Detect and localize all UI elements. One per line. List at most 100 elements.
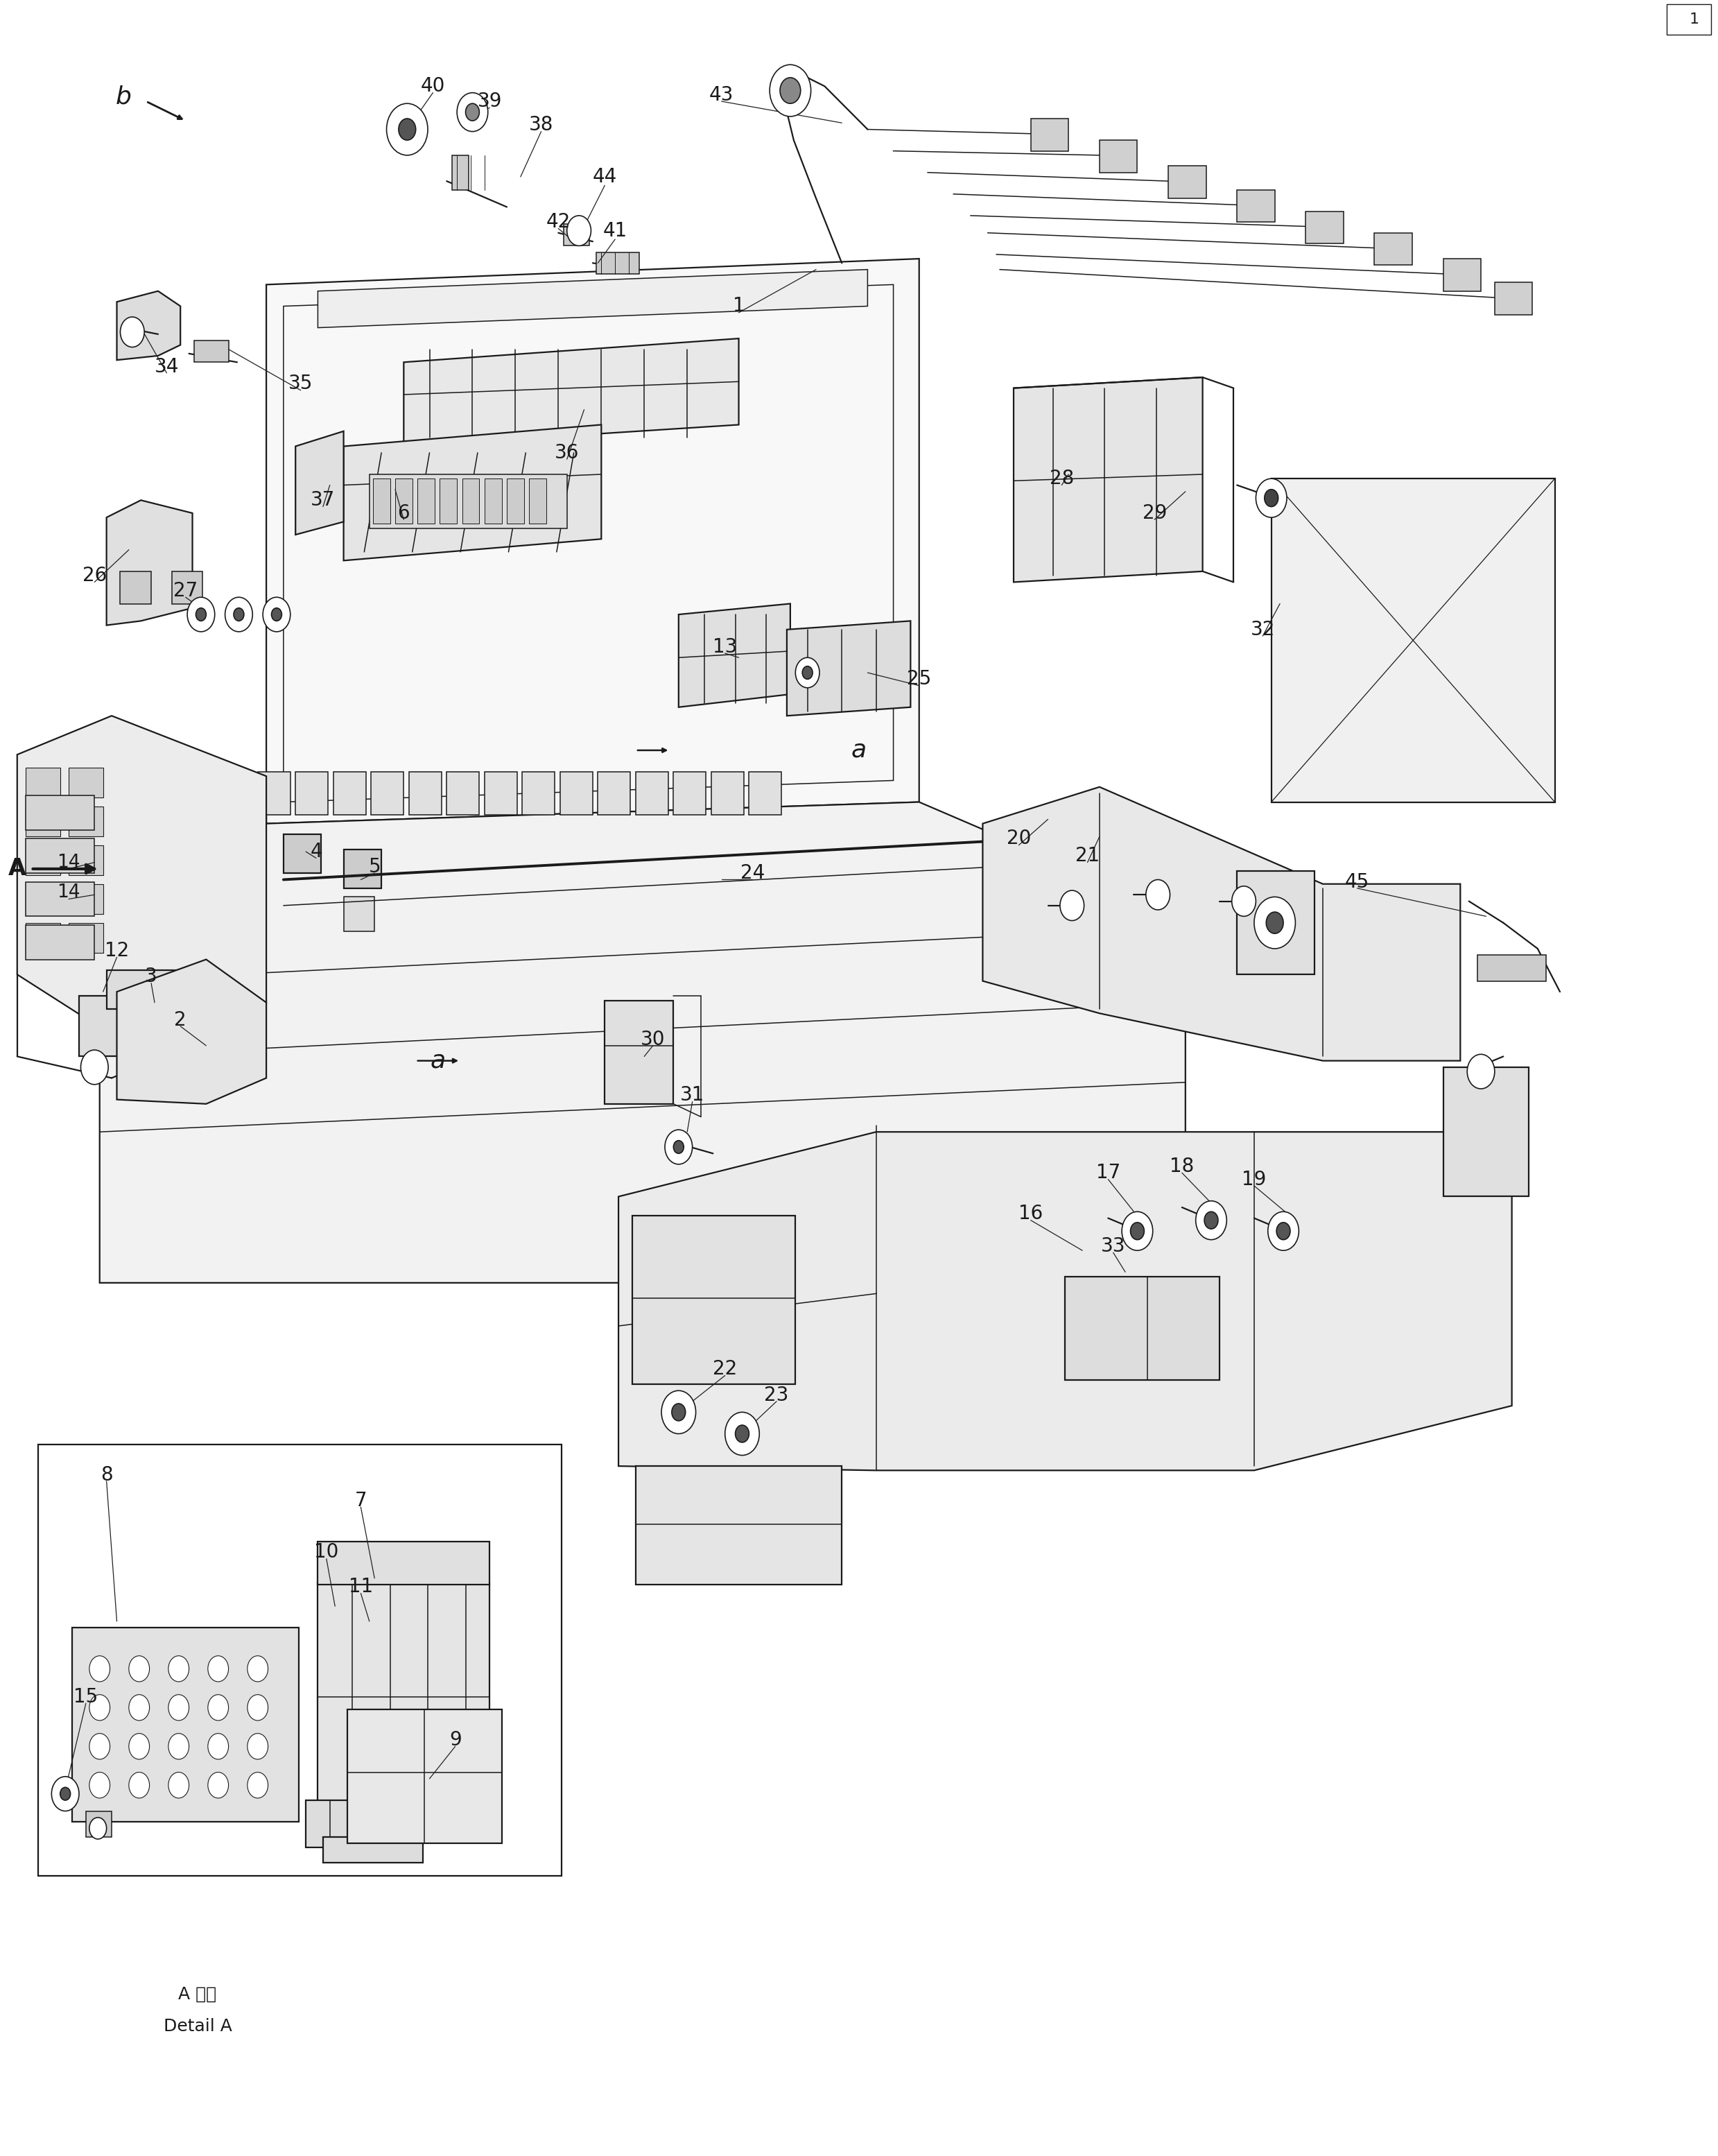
Circle shape bbox=[129, 1695, 149, 1720]
Circle shape bbox=[225, 597, 253, 632]
Text: 23: 23 bbox=[765, 1384, 789, 1406]
Circle shape bbox=[672, 1404, 685, 1421]
Bar bbox=[69, 768, 103, 798]
Circle shape bbox=[129, 1772, 149, 1798]
Bar bbox=[1477, 955, 1546, 981]
Bar bbox=[598, 772, 631, 815]
Text: a: a bbox=[852, 740, 866, 761]
Circle shape bbox=[1130, 1222, 1144, 1240]
Circle shape bbox=[89, 1656, 110, 1682]
Bar bbox=[69, 923, 103, 953]
Circle shape bbox=[247, 1733, 268, 1759]
Text: 43: 43 bbox=[710, 84, 734, 106]
Polygon shape bbox=[983, 787, 1460, 1061]
Bar bbox=[26, 796, 94, 830]
Circle shape bbox=[1254, 897, 1295, 949]
Circle shape bbox=[89, 1733, 110, 1759]
Bar bbox=[1306, 211, 1343, 244]
Text: 39: 39 bbox=[478, 91, 502, 112]
Circle shape bbox=[168, 1772, 189, 1798]
Text: 27: 27 bbox=[174, 580, 198, 602]
Bar bbox=[711, 772, 744, 815]
Bar bbox=[1374, 233, 1412, 265]
Bar bbox=[1237, 190, 1275, 222]
Bar bbox=[1065, 1276, 1220, 1380]
Polygon shape bbox=[679, 604, 790, 707]
Text: A 詳細: A 詳細 bbox=[179, 1986, 216, 2003]
Bar bbox=[347, 1710, 502, 1843]
Polygon shape bbox=[1014, 377, 1203, 582]
Text: 14: 14 bbox=[57, 854, 81, 871]
Bar bbox=[86, 1811, 112, 1837]
Text: 16: 16 bbox=[1019, 1203, 1043, 1225]
Bar bbox=[564, 224, 589, 246]
Bar bbox=[1666, 4, 1711, 34]
Bar bbox=[369, 474, 567, 528]
Bar bbox=[371, 772, 404, 815]
Text: 25: 25 bbox=[907, 668, 931, 690]
Polygon shape bbox=[107, 500, 192, 625]
Bar bbox=[1168, 166, 1206, 198]
Bar bbox=[38, 1445, 562, 1876]
Bar bbox=[395, 479, 412, 524]
Text: b: b bbox=[115, 86, 132, 108]
Bar bbox=[452, 155, 469, 190]
Circle shape bbox=[168, 1695, 189, 1720]
Bar bbox=[1237, 871, 1314, 975]
Circle shape bbox=[673, 1141, 684, 1153]
Bar bbox=[1495, 282, 1532, 315]
Circle shape bbox=[802, 666, 813, 679]
Circle shape bbox=[387, 103, 428, 155]
Bar bbox=[1271, 479, 1555, 802]
Text: A: A bbox=[9, 858, 26, 880]
Text: 26: 26 bbox=[82, 565, 107, 586]
Text: 38: 38 bbox=[529, 114, 553, 136]
Text: 8: 8 bbox=[100, 1464, 113, 1485]
Text: 32: 32 bbox=[1251, 619, 1275, 640]
Bar bbox=[596, 252, 639, 274]
Text: 2: 2 bbox=[174, 1009, 187, 1031]
Bar bbox=[120, 571, 151, 604]
Text: 1: 1 bbox=[732, 295, 746, 317]
Text: 44: 44 bbox=[593, 166, 617, 188]
Bar bbox=[26, 768, 60, 798]
Bar bbox=[409, 772, 442, 815]
Text: 12: 12 bbox=[105, 940, 129, 962]
Circle shape bbox=[466, 103, 479, 121]
Circle shape bbox=[665, 1130, 692, 1164]
Text: 15: 15 bbox=[74, 1686, 98, 1708]
Text: 31: 31 bbox=[680, 1084, 704, 1106]
Circle shape bbox=[208, 1695, 228, 1720]
Bar bbox=[484, 772, 517, 815]
Polygon shape bbox=[404, 338, 739, 446]
Polygon shape bbox=[318, 270, 868, 328]
Bar bbox=[172, 571, 203, 604]
Circle shape bbox=[1204, 1212, 1218, 1229]
Text: 4: 4 bbox=[309, 841, 323, 862]
Text: 30: 30 bbox=[641, 1028, 665, 1050]
Bar bbox=[194, 341, 228, 362]
Polygon shape bbox=[618, 1132, 1512, 1470]
Circle shape bbox=[52, 1777, 79, 1811]
Circle shape bbox=[89, 1818, 107, 1839]
Bar bbox=[344, 897, 375, 931]
Circle shape bbox=[208, 1656, 228, 1682]
Circle shape bbox=[168, 1656, 189, 1682]
Bar bbox=[529, 479, 546, 524]
Polygon shape bbox=[117, 291, 180, 360]
Bar bbox=[306, 1800, 378, 1848]
Polygon shape bbox=[344, 425, 601, 561]
Text: 14: 14 bbox=[57, 884, 81, 901]
Text: 21: 21 bbox=[1075, 845, 1100, 867]
Text: 3: 3 bbox=[144, 966, 158, 987]
Circle shape bbox=[271, 608, 282, 621]
Circle shape bbox=[129, 1733, 149, 1759]
Circle shape bbox=[234, 608, 244, 621]
Polygon shape bbox=[100, 802, 1185, 1283]
Bar bbox=[344, 849, 381, 888]
Bar bbox=[69, 806, 103, 837]
Circle shape bbox=[187, 597, 215, 632]
Text: 6: 6 bbox=[397, 502, 411, 524]
Bar bbox=[605, 1000, 673, 1104]
Bar bbox=[283, 834, 321, 873]
